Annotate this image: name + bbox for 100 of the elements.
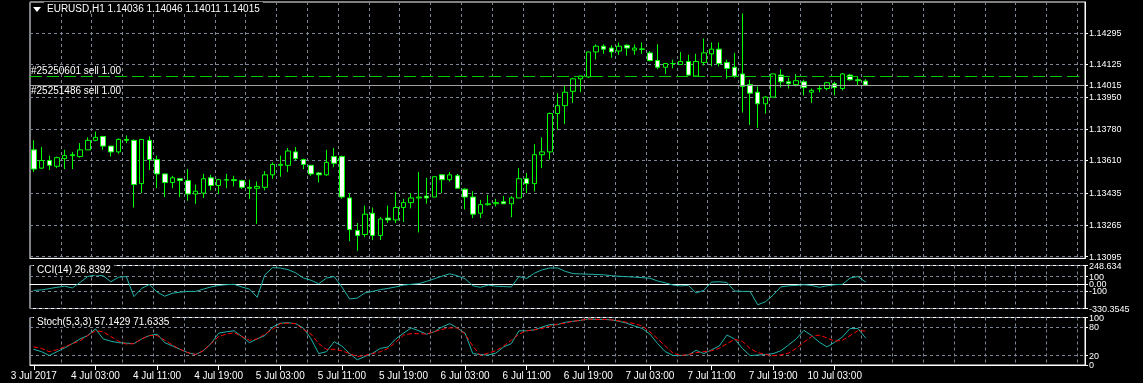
candlestick [455, 173, 460, 189]
candlestick [331, 147, 337, 168]
candlestick [316, 171, 322, 183]
candlestick [547, 112, 553, 161]
candlestick [270, 161, 275, 180]
candlestick [216, 178, 221, 195]
y-tick-label: -100 [1089, 286, 1108, 297]
candlestick [370, 206, 375, 241]
candlestick [663, 63, 668, 75]
candlestick [131, 138, 137, 208]
candlestick [324, 149, 329, 177]
candlestick [863, 78, 868, 87]
candlestick [355, 222, 360, 252]
y-tick-label: 100 [1089, 312, 1105, 323]
candlestick [254, 181, 260, 225]
chart-title: CCI(14) 26.8392 [37, 263, 112, 275]
candlestick [647, 50, 653, 62]
candlestick [239, 179, 245, 190]
candlestick [601, 43, 606, 55]
candlestick [147, 135, 152, 171]
candlestick [93, 131, 98, 142]
candlestick [755, 85, 760, 129]
x-tick-label: 7 Jul 11:00 [687, 369, 737, 381]
candlestick [609, 44, 614, 59]
candlestick [793, 73, 799, 87]
candlestick [593, 43, 599, 61]
candlestick [139, 138, 144, 194]
candlestick [62, 149, 67, 170]
candlestick [262, 170, 268, 191]
candlestick [201, 173, 206, 199]
x-tick-label: 10 Jul 03:00 [807, 369, 863, 381]
candlestick [177, 178, 183, 198]
candlestick [116, 137, 121, 155]
candlestick [678, 51, 683, 65]
candlestick [231, 175, 237, 187]
candlestick [439, 174, 445, 194]
candlestick [447, 171, 452, 183]
candlestick [77, 142, 83, 159]
candlestick [301, 158, 306, 170]
candlestick [401, 198, 406, 223]
candlestick [532, 143, 537, 192]
candlestick [586, 51, 591, 79]
y-tick-label: 20 [1089, 350, 1100, 361]
candlestick [501, 195, 506, 205]
y-tick-label: 1.13095 [1089, 251, 1122, 262]
candlestick [562, 85, 568, 125]
candlestick [478, 199, 483, 219]
candlestick [670, 59, 676, 69]
candlestick [747, 79, 753, 126]
x-tick-label: 4 Jul 03:00 [70, 369, 121, 381]
chart-title: EURUSD,H1 1.14036 1.14046 1.14011 1.14015 [47, 2, 261, 14]
candlestick [70, 151, 75, 170]
candlestick [54, 156, 60, 169]
candlestick [462, 187, 468, 211]
candlestick [616, 41, 622, 56]
x-tick-label: 3 Jul 2017 [10, 369, 58, 381]
candlestick [39, 146, 44, 170]
y-tick-label: 1.14125 [1089, 59, 1122, 70]
candlestick [570, 77, 576, 104]
x-tick-label: 7 Jul 03:00 [625, 369, 675, 381]
y-tick-label: 1.13950 [1089, 92, 1122, 103]
candlestick [85, 136, 91, 151]
ref-line-label: #25251486 sell 1.00 [31, 85, 122, 97]
candlestick [170, 175, 175, 189]
y-tick-label: 248.634 [1089, 260, 1122, 271]
candlestick [124, 135, 129, 144]
candlestick [308, 164, 314, 177]
candlestick [470, 190, 476, 219]
candlestick [285, 147, 291, 173]
y-tick-label: 1.13610 [1089, 155, 1122, 166]
candlestick [740, 13, 745, 114]
y-tick-label: -330.3545 [1089, 303, 1130, 314]
candlestick [485, 194, 491, 207]
candlestick [385, 205, 391, 224]
candlestick [655, 43, 660, 70]
candlestick [624, 43, 630, 57]
x-tick-label: 5 Jul 11:00 [317, 369, 367, 381]
candlestick [555, 92, 560, 131]
candlestick [193, 184, 198, 205]
candlestick [709, 41, 714, 67]
x-tick-label: 5 Jul 03:00 [255, 369, 306, 381]
candlestick [509, 195, 514, 218]
candlestick [362, 205, 368, 238]
candlestick [693, 53, 699, 78]
candlestick [347, 192, 352, 242]
y-tick-label: 1.13435 [1089, 188, 1122, 199]
candlestick [432, 176, 437, 198]
candlestick [424, 177, 429, 205]
candlestick [855, 75, 861, 87]
candlestick [408, 192, 414, 209]
candlestick [162, 173, 168, 198]
x-tick-label: 7 Jul 19:00 [748, 369, 799, 381]
candlestick [416, 171, 422, 233]
candlestick [278, 155, 283, 178]
x-tick-label: 4 Jul 19:00 [194, 369, 244, 381]
y-tick-label: 1.14015 [1089, 79, 1122, 90]
line-series [33, 267, 867, 306]
candlestick [378, 216, 383, 241]
y-tick-label: 1.13780 [1089, 123, 1122, 134]
candlestick [639, 41, 645, 55]
